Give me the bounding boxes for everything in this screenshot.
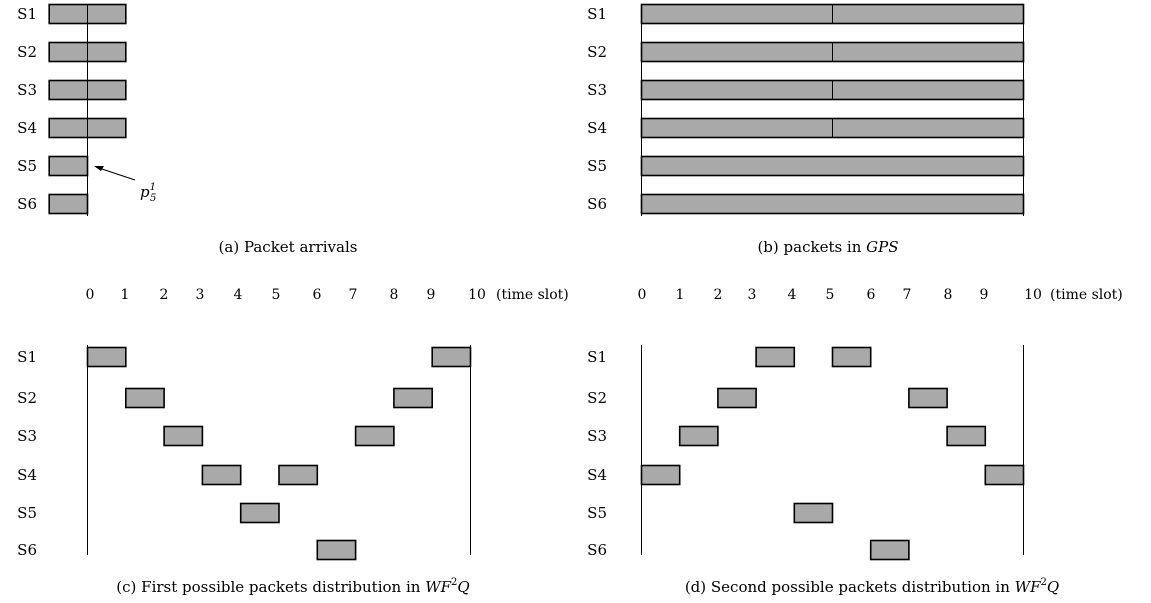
panel-a-caption: (a) Packet arrivals [219, 238, 358, 256]
packet-d-s3-slot8 [946, 425, 987, 447]
row-label-s2: S2 [17, 43, 37, 61]
packet-c-s4-slot3 [201, 464, 242, 486]
row-label-s5: S5 [17, 504, 37, 522]
row-label-s1: S1 [587, 5, 607, 23]
packet-b-s5 [640, 155, 1025, 177]
time-tick-0: 0 [86, 287, 95, 303]
row-label-s2: S2 [17, 389, 37, 407]
packet-d-s1-slot5 [831, 346, 872, 368]
time-tick-9: 9 [427, 287, 436, 303]
row-label-s2: S2 [587, 43, 607, 61]
panel-a-row-labels: S1 S2 S3 S4 S5 S6 [17, 5, 37, 213]
panel-d: S1 S2 S3 S4 S5 S6 (d) Second possible packets… [587, 345, 1059, 596]
row-label-s4: S4 [587, 466, 607, 484]
time-tick-2: 2 [160, 287, 169, 303]
time-tick-10: 10 [1024, 287, 1042, 303]
packet-d-s4-slot9 [984, 464, 1025, 486]
packet-c-s5-slot4 [239, 502, 280, 524]
time-tick-4: 4 [234, 287, 243, 303]
time-tick-1: 1 [676, 287, 685, 303]
panel-d-row-labels: S1 S2 S3 S4 S5 S6 [587, 348, 607, 559]
time-axis-left: 0 1 2 3 4 5 6 7 8 9 10 (time slot) [86, 287, 569, 303]
time-axis-unit: (time slot) [1050, 287, 1123, 303]
annotation-label: p1 5 [140, 182, 156, 204]
row-label-s4: S4 [17, 466, 37, 484]
row-label-s3: S3 [17, 81, 37, 99]
time-tick-6: 6 [867, 287, 876, 303]
time-tick-9: 9 [980, 287, 989, 303]
panel-c-caption: (c) First possible packets distribution … [116, 577, 469, 596]
row-label-s5: S5 [17, 157, 37, 175]
packet-d-s5-slot4 [793, 502, 834, 524]
packet-d-s1-slot3 [755, 346, 796, 368]
packet-d-s2-slot2 [717, 387, 757, 409]
packet-d-s4-slot0 [640, 464, 681, 486]
row-label-s4: S4 [17, 119, 37, 137]
packet-d-s3-slot1 [678, 425, 719, 447]
row-label-s6: S6 [587, 541, 607, 559]
row-label-s6: S6 [587, 195, 607, 213]
row-label-s3: S3 [587, 81, 607, 99]
row-label-s3: S3 [587, 427, 607, 445]
packet-b-s6 [640, 193, 1025, 215]
time-tick-4: 4 [788, 287, 797, 303]
panel-d-packets [640, 346, 1025, 561]
packet-c-s2-slot8 [393, 387, 433, 409]
row-label-s6: S6 [17, 195, 37, 213]
packet-c-s2-slot1 [125, 387, 165, 409]
row-label-s6: S6 [17, 541, 37, 559]
time-tick-10: 10 [468, 287, 486, 303]
panel-a-packets [48, 3, 127, 215]
panel-a: S1 S2 S3 S4 S5 S6 p1 5 (a) Packet arrivals [17, 3, 358, 256]
time-tick-6: 6 [313, 287, 322, 303]
time-tick-2: 2 [714, 287, 723, 303]
packet-a-s5 [48, 155, 89, 177]
time-tick-7: 7 [349, 287, 358, 303]
packet-c-s1-slot9 [431, 346, 472, 368]
panel-c-row-labels: S1 S2 S3 S4 S5 S6 [17, 348, 37, 559]
time-tick-7: 7 [903, 287, 912, 303]
row-label-s5: S5 [587, 504, 607, 522]
packet-c-s6-slot6 [316, 539, 357, 561]
row-label-s1: S1 [17, 348, 37, 366]
packet-d-s6-slot6 [869, 539, 910, 561]
packet-a-s6 [48, 193, 89, 215]
panel-b-packets [640, 3, 1025, 215]
row-label-s5: S5 [587, 157, 607, 175]
packet-c-s4-slot5 [278, 464, 319, 486]
panel-c: S1 S2 S3 S4 S5 S6 (c) First possible packets … [17, 345, 472, 596]
time-tick-5: 5 [272, 287, 281, 303]
panel-a-annotation: p1 5 [94, 166, 156, 204]
packet-d-s2-slot7 [908, 387, 948, 409]
row-label-s4: S4 [587, 119, 607, 137]
row-label-s1: S1 [17, 5, 37, 23]
row-label-s1: S1 [587, 348, 607, 366]
annotation-arrow-line [95, 166, 136, 181]
time-tick-0: 0 [638, 287, 647, 303]
panel-b: S1 S2 S3 S4 S5 S6 (b) packets in GPS [587, 3, 1025, 256]
time-axis-right: 0 1 2 3 4 5 6 7 8 9 10 (time slot) [638, 287, 1123, 303]
annotation-arrow-head [94, 166, 104, 171]
time-axis-unit: (time slot) [496, 287, 569, 303]
packet-c-s3-slot7 [354, 425, 395, 447]
row-label-s2: S2 [587, 389, 607, 407]
time-tick-5: 5 [826, 287, 835, 303]
time-tick-1: 1 [121, 287, 130, 303]
time-tick-8: 8 [390, 287, 399, 303]
row-label-s3: S3 [17, 427, 37, 445]
panel-b-row-labels: S1 S2 S3 S4 S5 S6 [587, 5, 607, 213]
time-tick-3: 3 [196, 287, 205, 303]
packet-c-s1-slot0 [86, 346, 127, 368]
time-tick-3: 3 [748, 287, 757, 303]
panel-b-caption: (b) packets in GPS [757, 238, 898, 256]
packet-c-s3-slot2 [163, 425, 204, 447]
panel-d-caption: (d) Second possible packets distribution… [685, 577, 1059, 596]
panel-c-packets [86, 346, 472, 561]
time-tick-8: 8 [944, 287, 953, 303]
